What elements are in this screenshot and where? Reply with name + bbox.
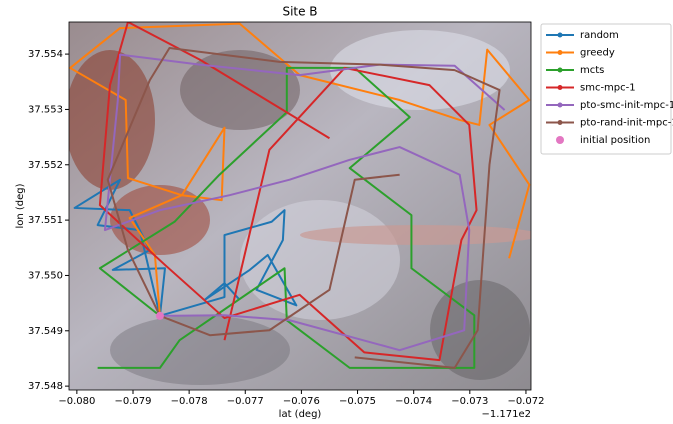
y-tick-label: 37.548 — [28, 381, 63, 392]
legend-label: greedy — [580, 48, 615, 59]
y-tick-label: 37.554 — [28, 49, 63, 60]
x-tick-label: −0.074 — [395, 396, 432, 407]
initial-position-point — [156, 312, 164, 320]
legend-marker — [558, 33, 563, 38]
x-tick-label: −0.080 — [58, 396, 95, 407]
legend-marker — [558, 68, 563, 73]
x-tick-label: −0.077 — [227, 396, 264, 407]
legend-label: random — [580, 30, 619, 41]
legend-marker — [558, 50, 563, 55]
x-tick-label: −0.075 — [339, 396, 376, 407]
chart: Site B lat (deg) lon (deg) −1.171e2 rand… — [0, 0, 673, 424]
legend-marker — [556, 136, 564, 144]
y-tick-label: 37.551 — [28, 215, 63, 226]
legend-label: pto-smc-init-mpc-1 — [580, 100, 673, 111]
x-tick-label: −0.076 — [283, 396, 320, 407]
y-axis-label: lon (deg) — [15, 183, 26, 228]
x-tick-label: −0.072 — [507, 396, 544, 407]
chart-title: Site B — [282, 5, 317, 19]
x-tick-label: −0.073 — [451, 396, 488, 407]
legend-label: smc-mpc-1 — [580, 83, 636, 94]
y-tick-label: 37.550 — [28, 270, 63, 281]
y-tick-label: 37.553 — [28, 104, 63, 115]
y-tick-label: 37.552 — [28, 160, 63, 171]
legend-marker — [558, 85, 563, 90]
legend-marker — [558, 120, 563, 125]
legend-marker — [558, 103, 563, 108]
legend-label: initial position — [580, 135, 650, 146]
legend-label: mcts — [580, 65, 604, 76]
y-tick-label: 37.549 — [28, 326, 63, 337]
x-axis-label: lat (deg) — [279, 409, 322, 420]
legend-label: pto-rand-init-mpc-1 — [580, 118, 673, 129]
x-tick-label: −0.078 — [171, 396, 208, 407]
x-tick-label: −0.079 — [114, 396, 151, 407]
x-offset-label: −1.171e2 — [481, 409, 531, 420]
